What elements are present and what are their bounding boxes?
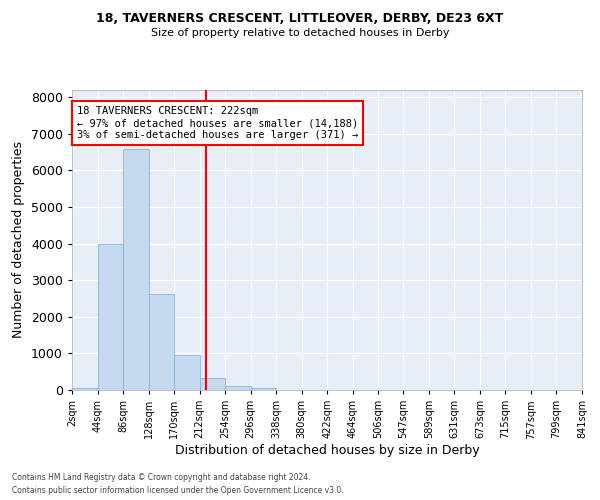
Text: 18 TAVERNERS CRESCENT: 222sqm
← 97% of detached houses are smaller (14,188)
3% o: 18 TAVERNERS CRESCENT: 222sqm ← 97% of d… xyxy=(77,106,358,140)
Text: 18, TAVERNERS CRESCENT, LITTLEOVER, DERBY, DE23 6XT: 18, TAVERNERS CRESCENT, LITTLEOVER, DERB… xyxy=(97,12,503,26)
Bar xyxy=(123,148,149,390)
Text: Contains HM Land Registry data © Crown copyright and database right 2024.: Contains HM Land Registry data © Crown c… xyxy=(12,474,311,482)
Bar xyxy=(98,244,123,390)
Bar xyxy=(251,388,276,390)
X-axis label: Distribution of detached houses by size in Derby: Distribution of detached houses by size … xyxy=(175,444,479,457)
Bar xyxy=(149,294,174,390)
Text: Contains public sector information licensed under the Open Government Licence v3: Contains public sector information licen… xyxy=(12,486,344,495)
Y-axis label: Number of detached properties: Number of detached properties xyxy=(13,142,25,338)
Bar xyxy=(225,386,251,390)
Bar xyxy=(174,355,200,390)
Text: Size of property relative to detached houses in Derby: Size of property relative to detached ho… xyxy=(151,28,449,38)
Bar xyxy=(200,378,225,390)
Bar xyxy=(72,388,98,390)
